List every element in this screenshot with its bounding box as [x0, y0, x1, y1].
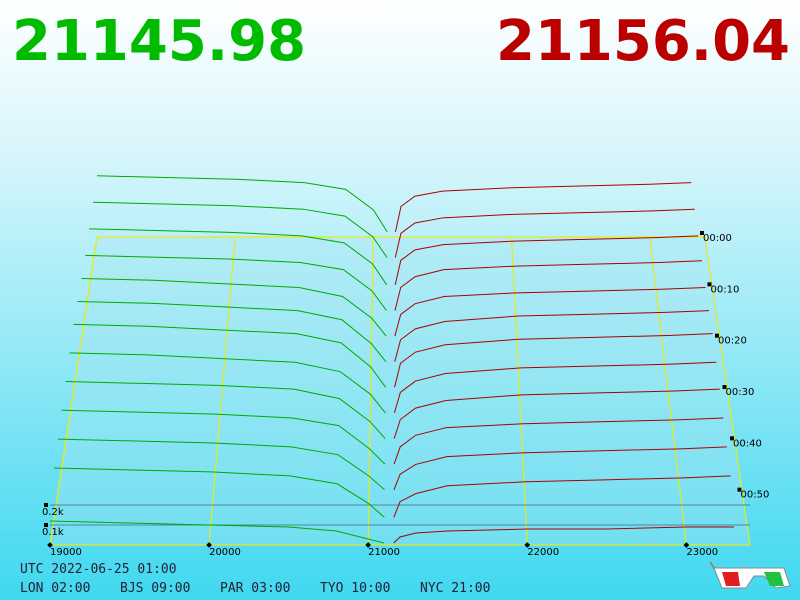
- ask-depth-line: [394, 208, 695, 258]
- zone-clocks: LON 02:00 BJS 09:00 PAR 03:00 TYO 10:00 NYC …: [20, 581, 490, 596]
- ask-depth-line: [394, 260, 702, 311]
- bid-depth-line: [89, 228, 388, 286]
- volume-tick-label: 0.2k: [42, 507, 64, 518]
- ask-depth-line: [393, 388, 720, 439]
- 3d-glasses-icon: [709, 561, 791, 589]
- zone-clock: NYC 21:00: [420, 581, 490, 596]
- time-tick-label: 00:30: [726, 387, 755, 398]
- time-tick-label: 00:20: [718, 336, 747, 347]
- bid-depth-line: [73, 323, 387, 388]
- price-tick-label: 20000: [209, 547, 241, 558]
- ask-depth-line: [393, 417, 724, 465]
- price-tick: [206, 542, 212, 548]
- bid-depth-line: [53, 467, 385, 518]
- utc-clock: UTC 2022-06-25 01:00: [20, 562, 177, 577]
- price-tick-label: 19000: [50, 547, 82, 558]
- ask-depth-line: [393, 446, 727, 490]
- price-grid-line: [510, 236, 528, 546]
- time-tick: [737, 487, 742, 492]
- time-tick: [707, 282, 712, 287]
- ask-depth-line: [394, 182, 692, 233]
- price-tick: [47, 542, 53, 548]
- zone-clock: PAR 03:00: [220, 581, 290, 596]
- price-tick-label: 21000: [368, 547, 400, 558]
- bid-depth-line: [49, 520, 385, 544]
- floor: [49, 236, 751, 546]
- time-tick: [722, 385, 727, 389]
- ask-depth-line: [394, 310, 710, 362]
- bid-depth-line: [77, 300, 387, 362]
- bid-depth-line: [69, 352, 386, 414]
- bid-depth-line: [65, 381, 386, 439]
- time-tick-label: 00:40: [733, 438, 762, 449]
- time-tick-label: 00:00: [703, 233, 732, 244]
- ask-depth-line: [393, 475, 731, 518]
- zone-clock: LON 02:00: [20, 581, 90, 596]
- price-tick: [365, 542, 372, 548]
- bid-depth-line: [96, 175, 388, 233]
- bid-depth-line: [93, 201, 388, 258]
- bid-depth-line: [61, 409, 386, 465]
- volume-tick-label: 0.1k: [42, 527, 64, 538]
- ask-depth-line: [394, 286, 706, 337]
- ask-depth-line: [393, 526, 735, 544]
- price-grid-line: [208, 236, 236, 546]
- bid-depth-line: [81, 277, 387, 337]
- time-tick-label: 00:50: [741, 490, 770, 501]
- price-tick-label: 22000: [527, 547, 559, 558]
- time-tick: [730, 436, 734, 441]
- best-ask: 21156.04: [496, 9, 790, 74]
- zone-clock: BJS 09:00: [120, 581, 190, 596]
- price-tick-label: 23000: [686, 547, 718, 558]
- bid-depth-line: [57, 438, 385, 491]
- price-tick: [683, 542, 690, 548]
- zone-clock: TYO 10:00: [320, 581, 390, 596]
- ask-depth-line: [394, 235, 699, 285]
- volume-tick: [44, 503, 48, 507]
- time-tick-label: 00:10: [711, 284, 740, 295]
- scene: 19000 20000 21000 22000 23000 0.1k 0.2k 00:00 00…: [42, 175, 770, 558]
- ask-depth-line: [394, 333, 713, 388]
- price-grid-line: [49, 236, 98, 546]
- ask-depth-line: [393, 361, 717, 414]
- bid-depth-line: [85, 254, 387, 311]
- volume-tick: [44, 523, 48, 527]
- time-tick: [715, 333, 719, 338]
- time-tick: [700, 231, 704, 235]
- best-bid: 21145.98: [12, 9, 306, 74]
- price-grid-line: [367, 236, 374, 546]
- price-tick: [524, 542, 531, 548]
